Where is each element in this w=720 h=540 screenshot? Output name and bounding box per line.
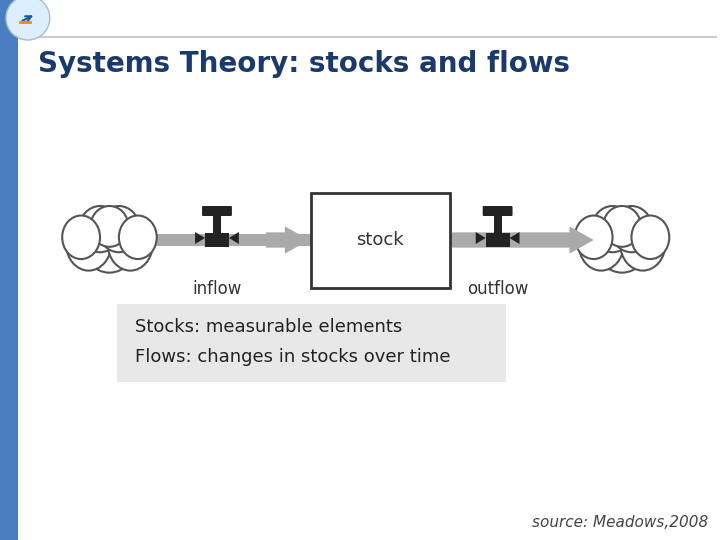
FancyBboxPatch shape [494,215,502,233]
Text: Stocks: measurable elements: Stocks: measurable elements [135,318,402,336]
Polygon shape [476,232,486,244]
Ellipse shape [611,206,652,252]
Text: inflow: inflow [192,280,242,298]
Ellipse shape [620,216,665,271]
Text: Flows: changes in stocks over time: Flows: changes in stocks over time [135,348,451,366]
Ellipse shape [594,207,650,273]
Ellipse shape [66,216,112,271]
Ellipse shape [603,206,641,247]
FancyBboxPatch shape [213,215,221,233]
FancyBboxPatch shape [117,304,505,382]
Ellipse shape [592,206,634,252]
Text: source: Meadows,2008: source: Meadows,2008 [532,515,708,530]
FancyBboxPatch shape [75,234,642,246]
Ellipse shape [98,206,140,252]
Ellipse shape [81,207,138,273]
Polygon shape [229,232,239,244]
Ellipse shape [578,216,624,271]
FancyArrowPatch shape [266,227,307,253]
FancyArrowPatch shape [453,227,593,253]
Ellipse shape [575,215,613,259]
FancyBboxPatch shape [482,206,513,216]
Ellipse shape [91,206,128,247]
Text: Systems Theory: stocks and flows: Systems Theory: stocks and flows [38,50,570,78]
Circle shape [6,0,50,40]
Ellipse shape [62,215,100,259]
Text: outflow: outflow [467,280,528,298]
FancyBboxPatch shape [486,233,510,247]
Ellipse shape [79,206,121,252]
Polygon shape [510,232,520,244]
Ellipse shape [107,216,153,271]
Polygon shape [195,232,205,244]
FancyBboxPatch shape [0,0,18,540]
FancyBboxPatch shape [202,206,232,216]
Ellipse shape [119,215,157,259]
FancyBboxPatch shape [310,193,450,288]
Text: stock: stock [356,231,404,249]
FancyBboxPatch shape [205,233,229,247]
Ellipse shape [631,215,670,259]
